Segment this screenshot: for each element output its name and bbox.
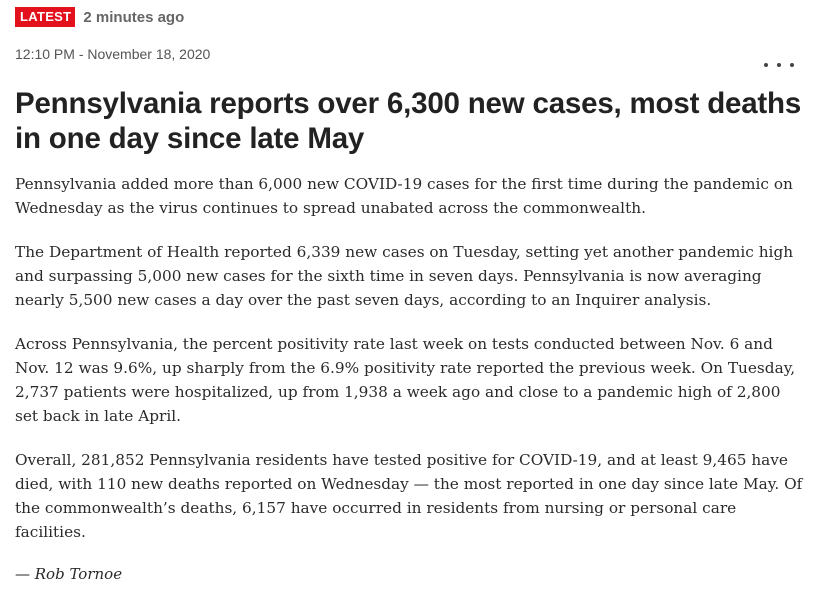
body-paragraph: The Department of Health reported 6,339 …	[15, 243, 794, 309]
body-paragraph: Pennsylvania added more than 6,000 new C…	[15, 175, 793, 217]
time-ago: 2 minutes ago	[83, 8, 185, 26]
more-options-button[interactable]	[764, 58, 794, 72]
post-timestamp: 12:10 PM - November 18, 2020	[15, 46, 211, 62]
more-horizontal-icon	[777, 63, 781, 67]
post-body: Pennsylvania added more than 6,000 new C…	[15, 172, 805, 564]
body-paragraph: Across Pennsylvania, the percent positiv…	[15, 335, 796, 425]
latest-badge: LATEST	[15, 7, 76, 27]
post-headline: Pennsylvania reports over 6,300 new case…	[15, 87, 802, 155]
post-byline: — Rob Tornoe	[15, 565, 123, 583]
post-meta-row: LATEST 2 minutes ago	[15, 7, 184, 27]
body-paragraph: Overall, 281,852 Pennsylvania residents …	[15, 451, 803, 541]
more-horizontal-icon	[790, 63, 794, 67]
more-horizontal-icon	[764, 63, 768, 67]
